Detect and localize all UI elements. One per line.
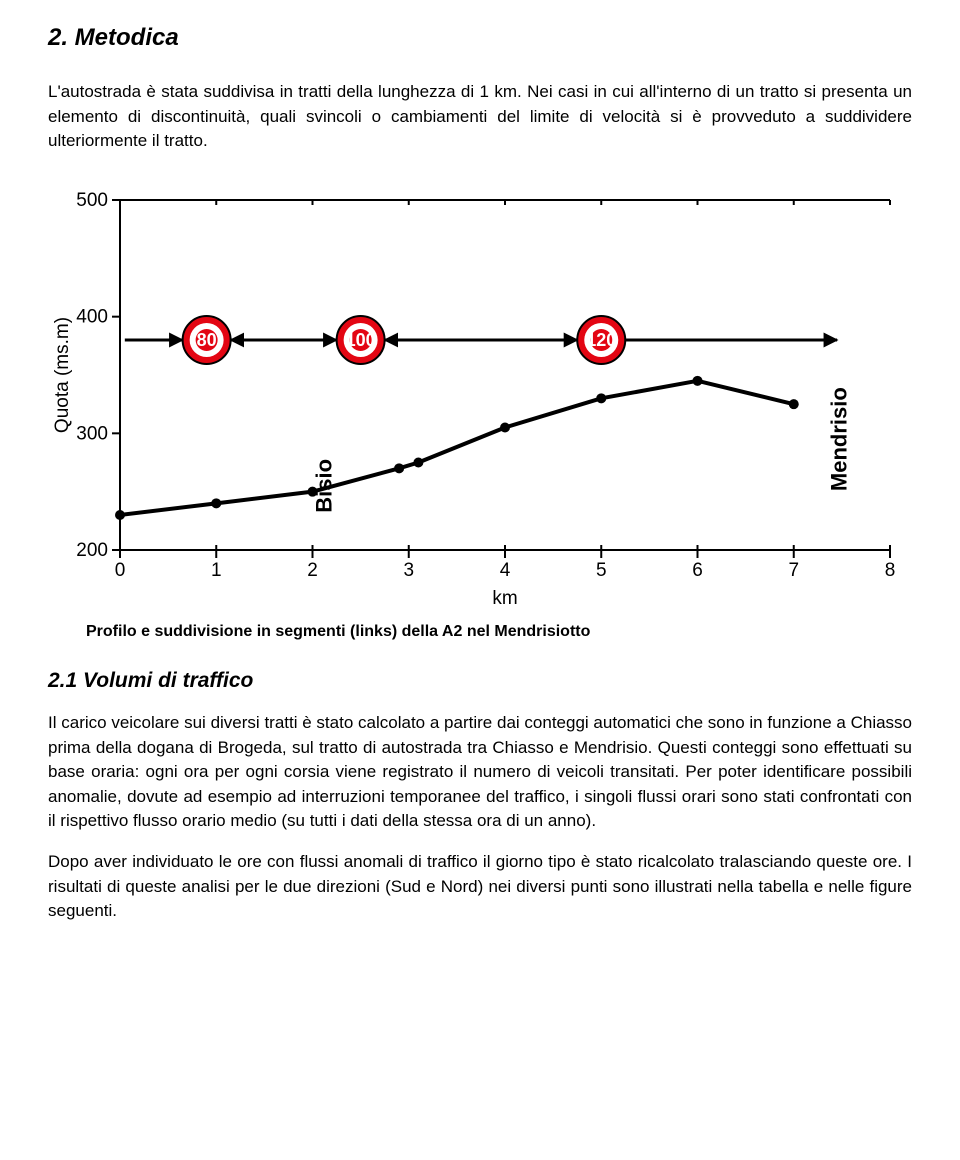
svg-text:7: 7 [788,560,799,581]
svg-text:100: 100 [346,330,376,350]
intro-paragraph: L'autostrada è stata suddivisa in tratti… [48,80,912,154]
profile-chart-svg: 200 300 400 500 0 1 2 3 4 5 6 7 8 km Quota (ms.m) 80 100… [50,170,910,610]
svg-text:Bisio: Bisio [312,459,337,513]
chart-caption: Profilo e suddivisione in segmenti (link… [86,623,912,641]
svg-text:Mendrisio: Mendrisio [827,387,852,491]
body-paragraph-2: Dopo aver individuato le ore con flussi … [48,850,912,924]
svg-text:8: 8 [885,560,896,581]
svg-text:1: 1 [211,560,222,581]
section-heading: 2. Metodica [48,24,912,52]
svg-text:500: 500 [76,190,108,211]
svg-text:4: 4 [500,560,511,581]
svg-text:120: 120 [586,330,616,350]
svg-text:300: 300 [76,423,108,444]
svg-text:5: 5 [596,560,607,581]
svg-text:400: 400 [76,307,108,328]
svg-text:Quota (ms.m): Quota (ms.m) [52,317,73,433]
svg-text:200: 200 [76,540,108,561]
body-paragraph-1: Il carico veicolare sui diversi tratti è… [48,711,912,834]
svg-text:0: 0 [115,560,126,581]
profile-chart: 200 300 400 500 0 1 2 3 4 5 6 7 8 km Quota (ms.m) 80 100… [50,170,910,615]
svg-text:2: 2 [307,560,318,581]
svg-text:km: km [492,588,517,609]
svg-text:80: 80 [197,330,217,350]
subsection-heading: 2.1 Volumi di traffico [48,669,912,693]
svg-text:3: 3 [403,560,414,581]
svg-text:6: 6 [692,560,703,581]
